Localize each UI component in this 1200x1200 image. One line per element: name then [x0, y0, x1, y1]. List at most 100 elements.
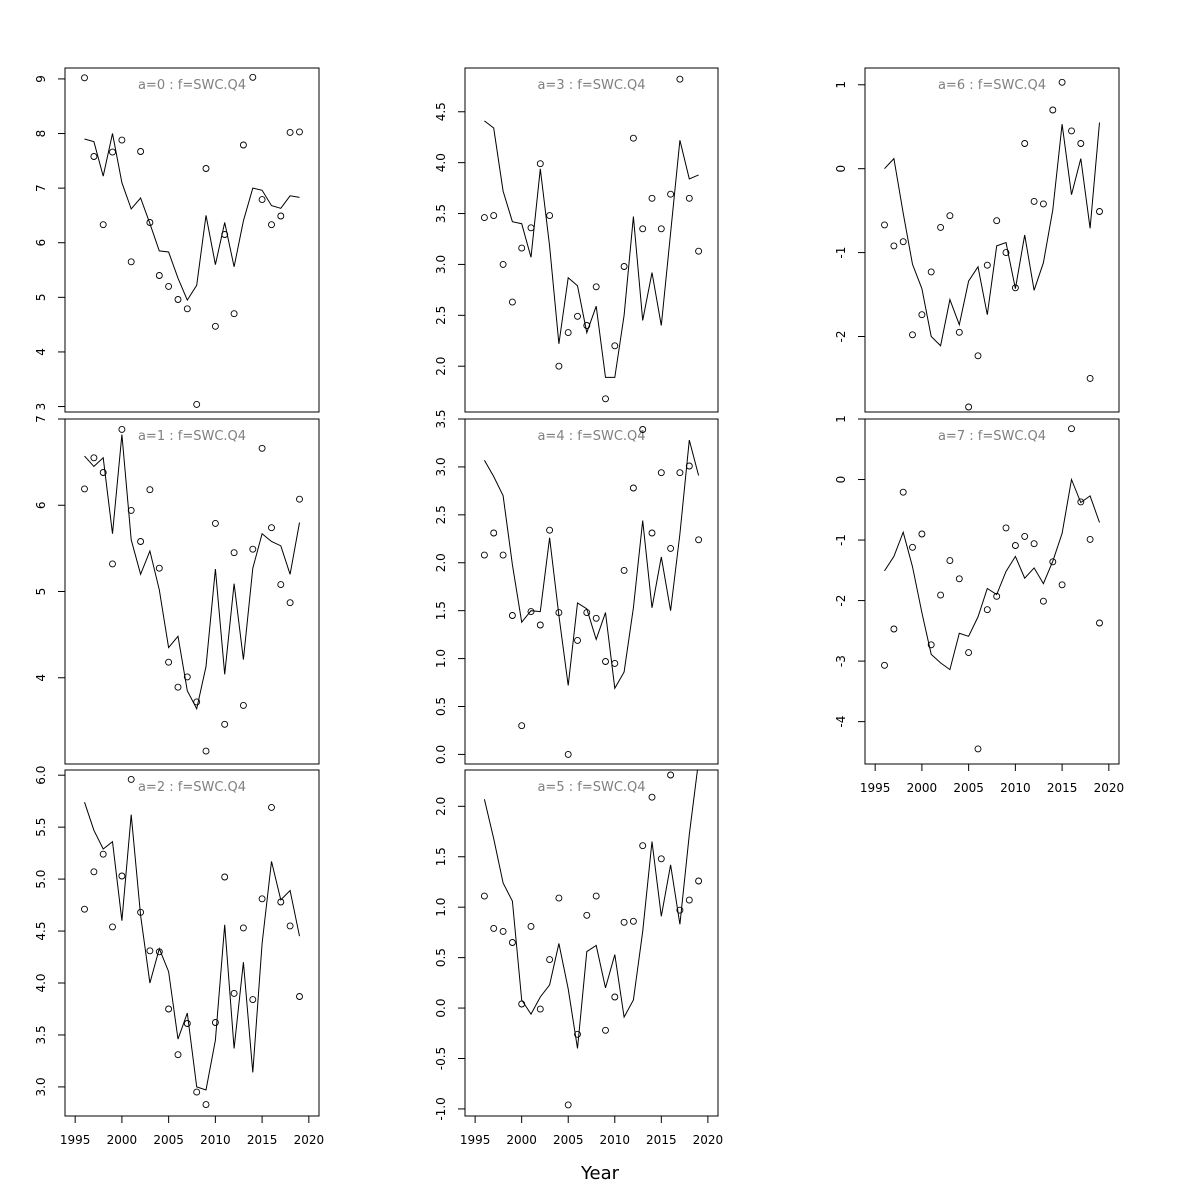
data-point — [592, 614, 600, 622]
data-point — [546, 956, 554, 964]
y-tick-label: 4 — [34, 674, 48, 682]
data-point — [221, 720, 229, 728]
data-point — [146, 219, 154, 226]
data-point — [881, 221, 888, 229]
data-point — [555, 609, 563, 617]
data-point — [639, 842, 647, 850]
data-point — [974, 745, 982, 753]
data-point — [193, 698, 201, 706]
x-tick-label: 2005 — [953, 781, 984, 795]
data-point — [165, 1005, 173, 1013]
data-point — [1086, 374, 1094, 382]
data-point — [583, 322, 591, 329]
y-tick-label: 1 — [834, 81, 848, 89]
data-point — [918, 311, 926, 319]
data-point — [211, 1019, 219, 1026]
y-tick-label: 3.5 — [434, 204, 448, 223]
data-point — [629, 134, 637, 142]
data-point — [165, 282, 173, 290]
panel-5: a=5 : f=SWC.Q4 -1.0 -0.5 0.0 0.5 1.0 1.5 2.0 199… — [434, 769, 723, 1147]
data-point — [927, 641, 935, 649]
data-point — [146, 947, 154, 955]
panel-title: a=0 : f=SWC.Q4 — [138, 78, 246, 93]
series-line — [483, 439, 700, 690]
panel-title: a=4 : f=SWC.Q4 — [537, 429, 645, 444]
data-point — [268, 221, 275, 229]
data-point — [667, 771, 675, 779]
data-point — [536, 1005, 544, 1013]
panel-frame — [464, 418, 719, 765]
data-point — [277, 212, 285, 220]
data-point — [564, 329, 572, 337]
x-tick-label: 2020 — [294, 1133, 325, 1147]
data-point — [127, 258, 135, 266]
data-point — [490, 212, 498, 220]
data-point — [546, 526, 554, 534]
y-tick-label: 1.5 — [434, 847, 448, 866]
y-tick-label: 4.5 — [34, 922, 48, 941]
y-tick-label: 0.0 — [434, 745, 448, 764]
data-point — [620, 566, 628, 574]
data-point — [890, 242, 898, 250]
x-tick-label: 1995 — [860, 781, 891, 795]
data-point — [955, 575, 963, 583]
data-point — [127, 506, 135, 514]
y-tick-label: -1 — [834, 534, 848, 546]
data-point — [221, 873, 229, 881]
data-point — [536, 160, 544, 168]
data-point — [508, 298, 516, 306]
data-point — [277, 898, 285, 906]
panel-0: a=0 : f=SWC.Q4 3 4 5 6 7 8 9 — [34, 67, 320, 413]
y-tick-label: 3.5 — [434, 409, 448, 428]
data-point — [296, 993, 303, 1000]
data-point — [239, 141, 247, 149]
y-tick-label: 4.0 — [34, 973, 48, 992]
data-point — [1096, 208, 1103, 215]
data-point — [90, 454, 98, 462]
data-point — [611, 342, 619, 350]
y-tick-label: 1 — [834, 415, 848, 423]
data-point — [165, 658, 173, 666]
data-point — [99, 221, 107, 229]
panel-title: a=6 : f=SWC.Q4 — [938, 78, 1046, 93]
data-point — [1039, 597, 1047, 605]
data-point — [1077, 498, 1085, 506]
y-tick-label: -1.0 — [434, 1097, 448, 1120]
panel-4: a=4 : f=SWC.Q4 0.0 0.5 1.0 1.5 2.0 2.5 3.0 3.5 — [434, 409, 719, 765]
panel-title: a=7 : f=SWC.Q4 — [938, 429, 1046, 444]
y-tick-label: 9 — [34, 75, 48, 83]
data-point — [155, 564, 163, 572]
y-tick-label: 4 — [34, 348, 48, 356]
x-tick-label: 2005 — [153, 1133, 184, 1147]
panel-title: a=5 : f=SWC.Q4 — [537, 780, 645, 795]
y-tick-label: -4 — [834, 716, 848, 728]
x-tick-label: 2015 — [247, 1133, 278, 1147]
data-point — [1030, 197, 1038, 205]
panel-frame — [64, 418, 320, 765]
data-point — [118, 136, 126, 144]
data-point — [183, 305, 191, 313]
data-point — [648, 529, 656, 537]
data-point — [909, 331, 916, 339]
y-tick-label: 3.5 — [34, 1025, 48, 1044]
data-point — [574, 636, 581, 644]
data-point — [211, 519, 219, 527]
data-point — [555, 894, 563, 902]
panel-frame — [864, 67, 1120, 413]
data-point — [899, 488, 907, 496]
data-point — [508, 612, 516, 619]
series-line — [483, 770, 698, 1049]
data-point — [137, 908, 145, 916]
y-tick-label: 1.0 — [434, 898, 448, 917]
panel-title: a=3 : f=SWC.Q4 — [537, 78, 645, 93]
data-point — [993, 217, 1001, 225]
y-tick-label: 7 — [34, 184, 48, 192]
data-point — [611, 993, 619, 1001]
y-tick-label: 2.5 — [434, 505, 448, 524]
data-point — [118, 425, 126, 433]
data-point — [109, 560, 116, 568]
data-point — [1086, 535, 1094, 543]
data-point — [592, 283, 600, 291]
y-tick-label: 2.0 — [434, 553, 448, 572]
data-point — [239, 924, 247, 932]
